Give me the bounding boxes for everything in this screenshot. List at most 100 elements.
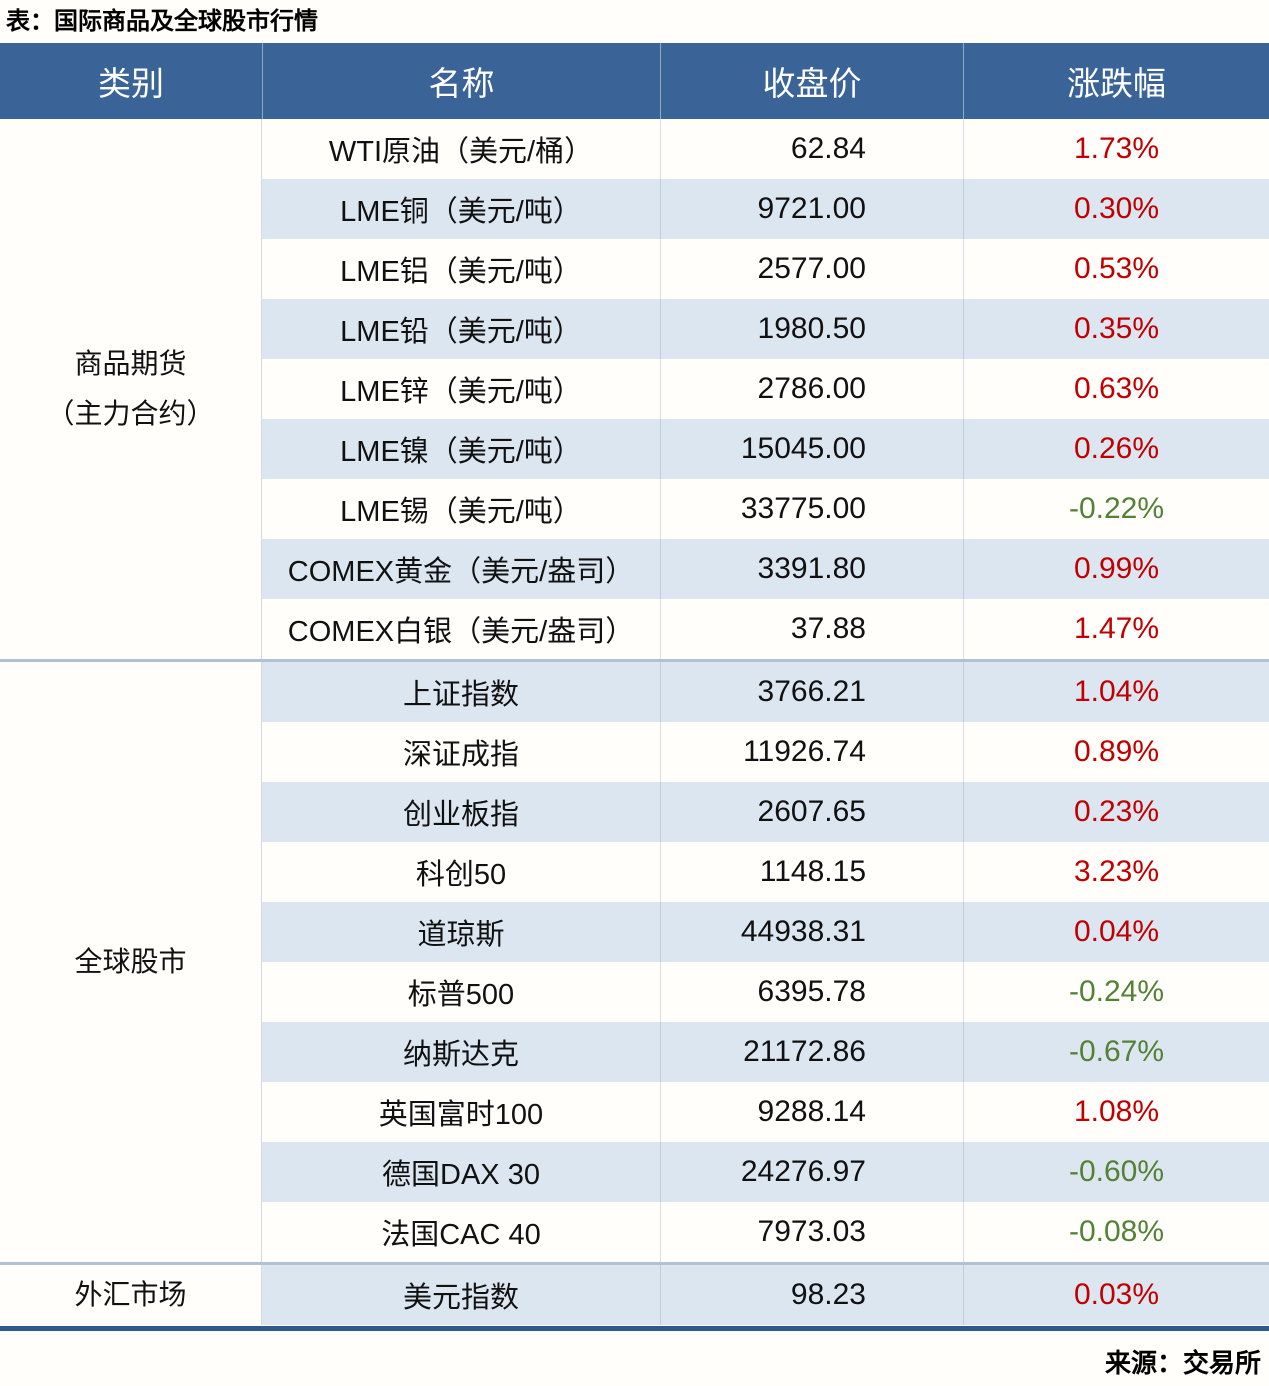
category-cell: 外汇市场 <box>0 1265 262 1325</box>
table-row: 上证指数 3766.21 1.04% <box>262 662 1269 722</box>
change-percent: 0.53% <box>963 239 1269 299</box>
table-header-row: 类别 名称 收盘价 涨跌幅 <box>0 43 1269 119</box>
change-percent: 1.73% <box>963 119 1269 179</box>
instrument-name: COMEX白银（美元/盎司） <box>287 616 635 648</box>
market-table: 类别 名称 收盘价 涨跌幅 商品期货 （主力合约） WTI原油（美元/桶） 62.84… <box>0 43 1269 1380</box>
change-percent: 0.26% <box>963 419 1269 479</box>
change-percent: 0.03% <box>963 1265 1269 1325</box>
close-price: 21172.86 <box>660 1022 963 1082</box>
change-percent: 1.08% <box>963 1082 1269 1142</box>
table-row: 法国CAC 40 7973.03 -0.08% <box>262 1202 1269 1262</box>
header-category: 类别 <box>98 67 164 103</box>
category-cell: 全球股市 <box>0 662 262 1262</box>
close-price: 6395.78 <box>660 962 963 1022</box>
table-row: LME锌（美元/吨） 2786.00 0.63% <box>262 359 1269 419</box>
close-price: 33775.00 <box>660 479 963 539</box>
change-percent: 3.23% <box>963 842 1269 902</box>
bottom-border <box>0 1326 1269 1331</box>
instrument-name: 上证指数 <box>402 679 519 711</box>
category-group: 全球股市 上证指数 3766.21 1.04% 深证成指 11926.74 0.89% 创业板… <box>0 662 1269 1262</box>
change-percent: 0.35% <box>963 299 1269 359</box>
table-row: 美元指数 98.23 0.03% <box>262 1265 1269 1325</box>
header-close-price: 收盘价 <box>660 43 963 119</box>
instrument-name: 道琼斯 <box>417 919 505 951</box>
table-row: COMEX黄金（美元/盎司） 3391.80 0.99% <box>262 539 1269 599</box>
instrument-name: 英国富时100 <box>378 1099 544 1131</box>
table-row: 英国富时100 9288.14 1.08% <box>262 1082 1269 1142</box>
close-price: 44938.31 <box>660 902 963 962</box>
table-row: 创业板指 2607.65 0.23% <box>262 782 1269 842</box>
change-percent: 0.89% <box>963 722 1269 782</box>
header-name: 名称 <box>262 43 660 119</box>
change-percent: 0.63% <box>963 359 1269 419</box>
table-body: 商品期货 （主力合约） WTI原油（美元/桶） 62.84 1.73% LME铜（美元/吨… <box>0 119 1269 1325</box>
close-price: 1980.50 <box>660 299 963 359</box>
instrument-name: WTI原油（美元/桶） <box>328 136 594 168</box>
table-row: LME铅（美元/吨） 1980.50 0.35% <box>262 299 1269 359</box>
close-price: 37.88 <box>660 599 963 659</box>
instrument-name: 纳斯达克 <box>402 1039 519 1071</box>
change-percent: -0.60% <box>963 1142 1269 1202</box>
close-price: 11926.74 <box>660 722 963 782</box>
close-price: 2577.00 <box>660 239 963 299</box>
instrument-name: COMEX黄金（美元/盎司） <box>287 556 635 588</box>
instrument-name: 深证成指 <box>402 739 519 771</box>
close-price: 24276.97 <box>660 1142 963 1202</box>
table-row: 纳斯达克 21172.86 -0.67% <box>262 1022 1269 1082</box>
change-percent: 0.30% <box>963 179 1269 239</box>
category-label: （主力合约） <box>46 398 215 429</box>
group-divider <box>0 659 1269 662</box>
table-row: COMEX白银（美元/盎司） 37.88 1.47% <box>262 599 1269 659</box>
table-row: 深证成指 11926.74 0.89% <box>262 722 1269 782</box>
instrument-name: 法国CAC 40 <box>381 1219 541 1251</box>
instrument-name: 科创50 <box>415 859 507 891</box>
instrument-name: LME锡（美元/吨） <box>340 496 582 528</box>
close-price: 1148.15 <box>660 842 963 902</box>
change-percent: 0.04% <box>963 902 1269 962</box>
table-row: LME铝（美元/吨） 2577.00 0.53% <box>262 239 1269 299</box>
change-percent: -0.08% <box>963 1202 1269 1262</box>
group-rows: 上证指数 3766.21 1.04% 深证成指 11926.74 0.89% 创业板指 260… <box>262 662 1269 1262</box>
category-group: 商品期货 （主力合约） WTI原油（美元/桶） 62.84 1.73% LME铜（美元/吨… <box>0 119 1269 659</box>
close-price: 9721.00 <box>660 179 963 239</box>
close-price: 15045.00 <box>660 419 963 479</box>
table-row: LME镍（美元/吨） 15045.00 0.26% <box>262 419 1269 479</box>
close-price: 62.84 <box>660 119 963 179</box>
close-price: 9288.14 <box>660 1082 963 1142</box>
close-price: 98.23 <box>660 1265 963 1325</box>
instrument-name: LME铜（美元/吨） <box>340 196 582 228</box>
group-divider <box>0 1262 1269 1265</box>
table-row: LME锡（美元/吨） 33775.00 -0.22% <box>262 479 1269 539</box>
instrument-name: 德国DAX 30 <box>382 1159 540 1191</box>
group-rows: WTI原油（美元/桶） 62.84 1.73% LME铜（美元/吨） 9721.00 0.… <box>262 119 1269 659</box>
category-label: 商品期货 <box>74 347 187 379</box>
close-price: 3391.80 <box>660 539 963 599</box>
category-cell: 商品期货 （主力合约） <box>0 119 262 659</box>
category-label: 全球股市 <box>74 945 187 977</box>
change-percent: 0.99% <box>963 539 1269 599</box>
table-row: WTI原油（美元/桶） 62.84 1.73% <box>262 119 1269 179</box>
instrument-name: LME铝（美元/吨） <box>340 256 582 288</box>
source-note: 来源：交易所 <box>1104 1348 1261 1378</box>
instrument-name: LME铅（美元/吨） <box>340 316 582 348</box>
page-title: 表：国际商品及全球股市行情 <box>6 8 318 35</box>
table-row: 德国DAX 30 24276.97 -0.60% <box>262 1142 1269 1202</box>
instrument-name: LME镍（美元/吨） <box>340 436 582 468</box>
close-price: 7973.03 <box>660 1202 963 1262</box>
close-price: 2786.00 <box>660 359 963 419</box>
table-row: 标普500 6395.78 -0.24% <box>262 962 1269 1022</box>
change-percent: -0.67% <box>963 1022 1269 1082</box>
instrument-name: LME锌（美元/吨） <box>340 376 582 408</box>
category-label: 外汇市场 <box>74 1278 187 1310</box>
instrument-name: 标普500 <box>407 979 515 1011</box>
instrument-name: 美元指数 <box>402 1282 519 1314</box>
change-percent: -0.22% <box>963 479 1269 539</box>
category-group: 外汇市场 美元指数 98.23 0.03% <box>0 1265 1269 1325</box>
change-percent: 1.47% <box>963 599 1269 659</box>
change-percent: 1.04% <box>963 662 1269 722</box>
change-percent: 0.23% <box>963 782 1269 842</box>
table-row: LME铜（美元/吨） 9721.00 0.30% <box>262 179 1269 239</box>
close-price: 3766.21 <box>660 662 963 722</box>
header-change: 涨跌幅 <box>963 43 1269 119</box>
instrument-name: 创业板指 <box>402 799 519 831</box>
